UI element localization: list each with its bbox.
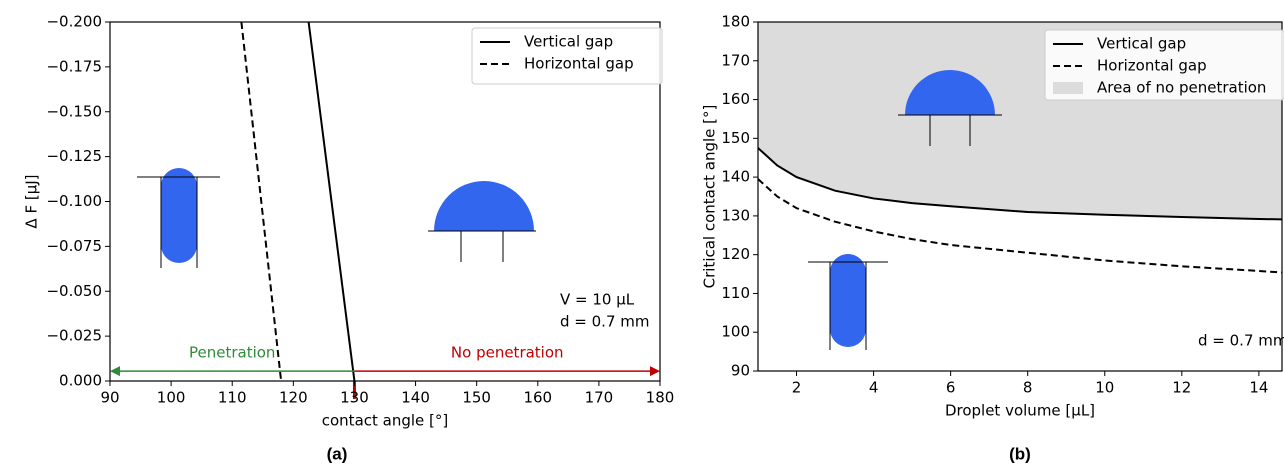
annotation: d = 0.7 mm bbox=[1198, 332, 1284, 350]
y-tick-label: −0.100 bbox=[46, 192, 102, 210]
y-tick-label: −0.200 bbox=[46, 13, 102, 31]
legend-box bbox=[471, 27, 663, 85]
series-line bbox=[757, 147, 1283, 221]
x-tick-label: 120 bbox=[279, 389, 308, 407]
caption: (b) bbox=[1009, 444, 1031, 463]
series-line bbox=[307, 21, 356, 382]
y-tick-label: −0.150 bbox=[46, 102, 102, 120]
legend-label: Area of no penetration bbox=[1097, 79, 1266, 97]
droplet-icon bbox=[830, 254, 866, 347]
arrow-head bbox=[110, 366, 120, 377]
x-tick-label: 10 bbox=[1095, 379, 1114, 397]
x-tick-label: 180 bbox=[646, 389, 675, 407]
legend-label: Horizontal gap bbox=[1097, 57, 1207, 75]
x-tick-label: 130 bbox=[340, 389, 369, 407]
y-tick-label: 90 bbox=[731, 362, 750, 380]
y-tick-label: 160 bbox=[721, 90, 750, 108]
x-tick-label: 8 bbox=[1023, 379, 1033, 397]
y-tick-label: −0.050 bbox=[46, 282, 102, 300]
arrow-label: No penetration bbox=[451, 344, 564, 362]
x-tick-label: 110 bbox=[218, 389, 247, 407]
annotation: V = 10 μL bbox=[560, 291, 635, 309]
legend-label: Vertical gap bbox=[1097, 35, 1186, 53]
x-tick-label: 2 bbox=[792, 379, 802, 397]
y-tick-label: 100 bbox=[721, 323, 750, 341]
droplet-icon bbox=[434, 181, 534, 231]
x-tick-label: 100 bbox=[157, 389, 186, 407]
x-tick-label: 170 bbox=[585, 389, 614, 407]
gap-icon bbox=[808, 261, 888, 350]
gap-icon bbox=[137, 176, 220, 268]
legend-label: Horizontal gap bbox=[524, 55, 634, 73]
x-tick-label: 4 bbox=[869, 379, 879, 397]
droplet-icon bbox=[905, 70, 995, 115]
plot-frame bbox=[757, 21, 1283, 372]
x-tick-label: 6 bbox=[946, 379, 956, 397]
y-tick-label: 150 bbox=[721, 129, 750, 147]
gap-icon bbox=[428, 230, 536, 262]
y-tick-label: −0.075 bbox=[46, 237, 102, 255]
y-tick-label: 130 bbox=[721, 206, 750, 224]
y-tick-label: −0.125 bbox=[46, 147, 102, 165]
series-line bbox=[240, 21, 283, 382]
y-tick-label: 170 bbox=[721, 51, 750, 69]
annotation: d = 0.7 mm bbox=[560, 313, 649, 331]
y-tick-label: 0.000 bbox=[59, 372, 102, 390]
icons bbox=[137, 70, 1002, 350]
y-tick-label: −0.175 bbox=[46, 57, 102, 75]
x-tick-label: 90 bbox=[100, 389, 119, 407]
legend-box bbox=[1044, 29, 1284, 101]
y-tick-label: −0.025 bbox=[46, 327, 102, 345]
legend-swatch bbox=[1053, 82, 1083, 94]
y-tick-label: 140 bbox=[721, 168, 750, 186]
x-axis-label: contact angle [°] bbox=[322, 412, 449, 430]
legend-label: Vertical gap bbox=[524, 33, 613, 51]
y-axis-label: Δ F [μJ] bbox=[23, 174, 41, 228]
gap-icon bbox=[898, 114, 1002, 146]
droplet-icon bbox=[161, 168, 197, 263]
y-tick-label: 110 bbox=[721, 284, 750, 302]
x-tick-label: 160 bbox=[523, 389, 552, 407]
arrow-label: Penetration bbox=[189, 344, 275, 362]
y-tick-label: 180 bbox=[721, 13, 750, 31]
caption: (a) bbox=[327, 444, 348, 463]
x-tick-label: 140 bbox=[401, 389, 430, 407]
x-axis-label: Droplet volume [μL] bbox=[945, 402, 1095, 420]
y-tick-label: 120 bbox=[721, 245, 750, 263]
arrow-head bbox=[650, 366, 660, 377]
x-tick-label: 14 bbox=[1249, 379, 1268, 397]
y-axis-label: Critical contact angle [°] bbox=[701, 105, 719, 289]
x-tick-label: 12 bbox=[1172, 379, 1191, 397]
x-tick-label: 150 bbox=[462, 389, 491, 407]
series-line bbox=[757, 178, 1283, 274]
